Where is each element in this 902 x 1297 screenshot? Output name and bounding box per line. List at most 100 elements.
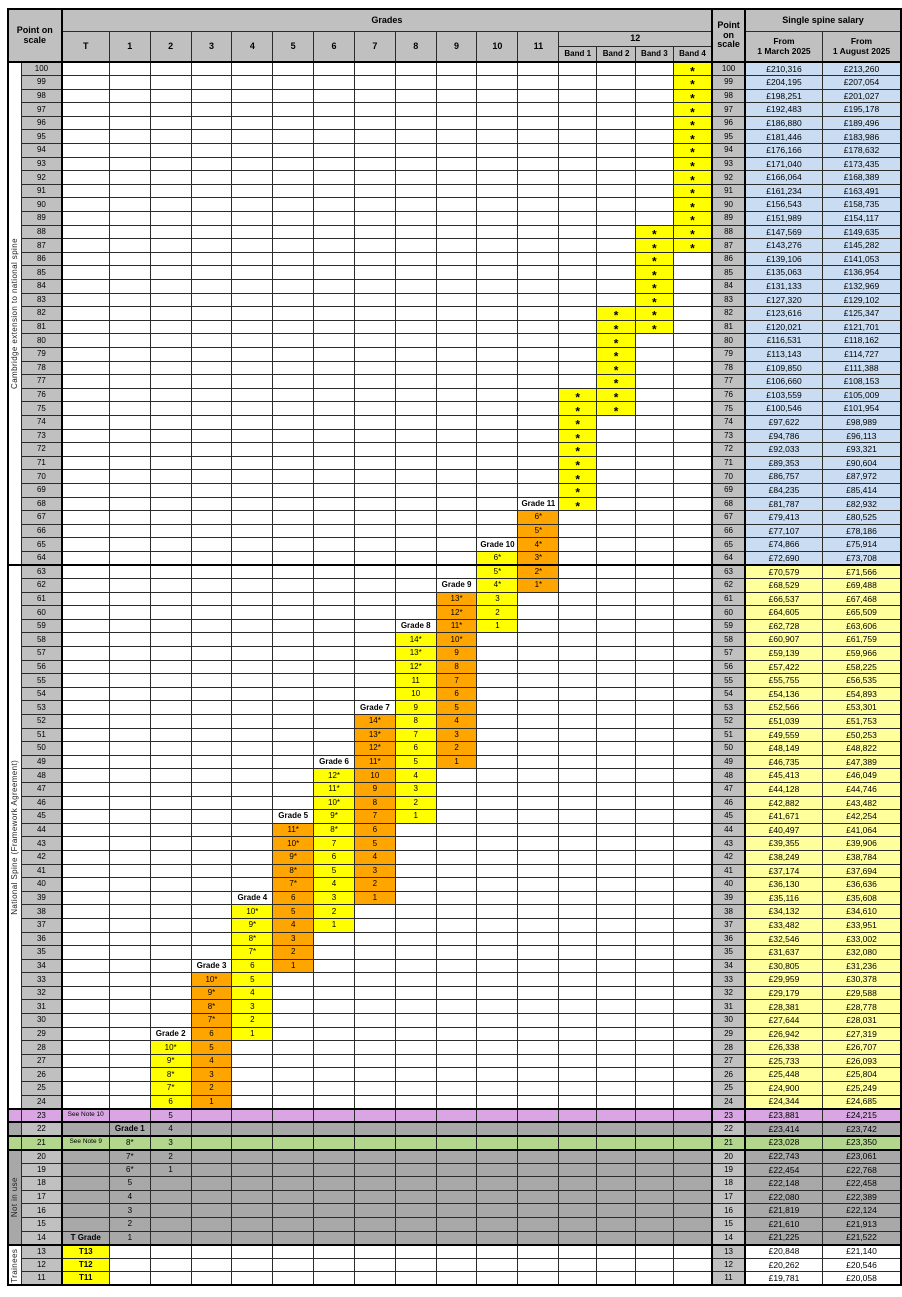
point-right-52: 52 bbox=[711, 714, 746, 729]
band3-cell-20 bbox=[634, 1149, 674, 1164]
point-left-37: 37 bbox=[21, 917, 63, 933]
cell-3-point-63 bbox=[190, 564, 233, 580]
cell-t-point-81 bbox=[60, 319, 110, 335]
cell-t-point-60 bbox=[60, 605, 110, 620]
band2-cell-64 bbox=[596, 550, 636, 566]
row-point-45: 45 Grade 5 9* 7 1 45 £41,671 £42,254 bbox=[8, 809, 902, 824]
cell-8-point-42 bbox=[394, 849, 437, 865]
cell-3-point-98 bbox=[190, 88, 233, 104]
cell-1-point-97 bbox=[108, 102, 151, 117]
salary-august-51: £50,253 bbox=[821, 727, 902, 743]
salary-march-83: £127,320 bbox=[743, 292, 823, 308]
cell-5-point-77 bbox=[272, 374, 315, 389]
cell-3-point-64 bbox=[190, 550, 233, 566]
row-point-30: 30 7* 2 30 £27,644 £28,031 bbox=[8, 1013, 902, 1028]
cell-3-point-49 bbox=[190, 754, 233, 770]
cell-8-point-77 bbox=[394, 374, 437, 389]
salary-august-55: £56,535 bbox=[821, 673, 902, 688]
band1-cell-61 bbox=[558, 591, 598, 607]
row-point-52: 52 14* 8 4 52 £51,039 £51,753 bbox=[8, 714, 902, 729]
band3-cell-32 bbox=[634, 985, 674, 1001]
band2-cell-24 bbox=[596, 1094, 636, 1110]
cell-4-point-96 bbox=[231, 115, 274, 131]
cell-6-point-100 bbox=[313, 61, 355, 77]
band3-cell-56 bbox=[634, 659, 674, 675]
salary-march-42: £38,249 bbox=[743, 849, 823, 865]
band2-cell-97 bbox=[596, 102, 636, 117]
cell-1-point-95 bbox=[108, 129, 151, 145]
cell-6-point-66 bbox=[313, 523, 355, 539]
star-icon: * bbox=[690, 186, 695, 198]
salary-august-70: £87,972 bbox=[821, 469, 902, 484]
cell-1-point-37 bbox=[108, 917, 151, 933]
cell-1-point-15: 2 bbox=[108, 1216, 151, 1232]
cell-8-point-13 bbox=[394, 1244, 437, 1259]
star-icon: * bbox=[575, 404, 581, 416]
star-icon: * bbox=[575, 390, 581, 402]
cell-11-point-95 bbox=[517, 129, 560, 145]
cell-3-point-35 bbox=[190, 945, 233, 960]
band4-cell-75 bbox=[672, 401, 713, 416]
cell-t-point-42 bbox=[60, 849, 110, 865]
cell-10-point-12 bbox=[476, 1257, 519, 1273]
cell-5-point-86 bbox=[272, 251, 315, 267]
row-point-29: 29 Grade 2 6 1 29 £26,942 £27,319 bbox=[8, 1026, 902, 1042]
cell-4-point-42 bbox=[231, 849, 274, 865]
cell-6-point-42: 6 bbox=[313, 849, 355, 865]
cell-t-point-38 bbox=[60, 904, 110, 919]
cell-5-point-47 bbox=[272, 781, 315, 797]
from-march-header: From 1 March 2025 bbox=[743, 31, 823, 63]
cell-8-point-91 bbox=[394, 183, 437, 199]
cell-7-point-73 bbox=[353, 428, 396, 444]
row-point-95: 95 * 95 £181,446 £183,986 bbox=[8, 129, 902, 145]
band3-cell-99 bbox=[634, 75, 674, 90]
salary-march-46: £42,882 bbox=[743, 795, 823, 811]
cell-7-point-99 bbox=[353, 75, 396, 90]
cell-6-point-34 bbox=[313, 958, 355, 974]
band4-cell-94: * bbox=[672, 143, 713, 158]
cell-8-point-87 bbox=[394, 238, 437, 253]
cell-6-point-58 bbox=[313, 632, 355, 648]
cell-10-point-27 bbox=[476, 1053, 519, 1069]
cell-10-point-56 bbox=[476, 659, 519, 675]
cell-11-point-79 bbox=[517, 346, 560, 362]
cell-4-point-13 bbox=[231, 1244, 274, 1259]
band2-cell-44 bbox=[596, 822, 636, 838]
cell-2-point-62 bbox=[149, 578, 192, 593]
cell-5-point-69 bbox=[272, 482, 315, 498]
salary-august-84: £132,969 bbox=[821, 279, 902, 294]
cell-3-point-73 bbox=[190, 428, 233, 444]
cell-9-point-66 bbox=[435, 523, 478, 539]
cell-3-point-27: 4 bbox=[190, 1053, 233, 1069]
cell-9-point-31 bbox=[435, 999, 478, 1015]
band2-cell-65 bbox=[596, 537, 636, 552]
star-icon: * bbox=[575, 472, 581, 484]
cell-8-point-85 bbox=[394, 265, 437, 280]
cell-3-point-34: Grade 3 bbox=[190, 958, 233, 974]
cell-4-point-15 bbox=[231, 1216, 274, 1232]
cell-t-point-59 bbox=[60, 618, 110, 634]
band4-cell-29 bbox=[672, 1026, 713, 1042]
cell-10-point-41 bbox=[476, 863, 519, 879]
salary-march-71: £89,353 bbox=[743, 455, 823, 471]
cell-6-point-89 bbox=[313, 211, 355, 226]
cell-5-point-60 bbox=[272, 605, 315, 620]
cell-10-point-65: Grade 10 bbox=[476, 537, 519, 552]
band1-cell-22 bbox=[558, 1121, 598, 1137]
cell-11-point-47 bbox=[517, 781, 560, 797]
band3-cell-35 bbox=[634, 945, 674, 960]
cell-5-point-50 bbox=[272, 741, 315, 756]
cell-4-point-16 bbox=[231, 1203, 274, 1218]
cell-10-point-50 bbox=[476, 741, 519, 756]
point-left-47: 47 bbox=[21, 781, 63, 797]
cell-10-point-67 bbox=[476, 510, 519, 525]
band1-cell-76: * bbox=[558, 387, 598, 403]
salary-august-39: £35,608 bbox=[821, 890, 902, 906]
salary-august-25: £25,249 bbox=[821, 1081, 902, 1096]
band4-cell-89: * bbox=[672, 211, 713, 226]
cell-7-point-97 bbox=[353, 102, 396, 117]
cell-9-point-74 bbox=[435, 414, 478, 430]
cell-1-point-18: 5 bbox=[108, 1176, 151, 1191]
cell-1-point-74 bbox=[108, 414, 151, 430]
band3-cell-80 bbox=[634, 333, 674, 348]
